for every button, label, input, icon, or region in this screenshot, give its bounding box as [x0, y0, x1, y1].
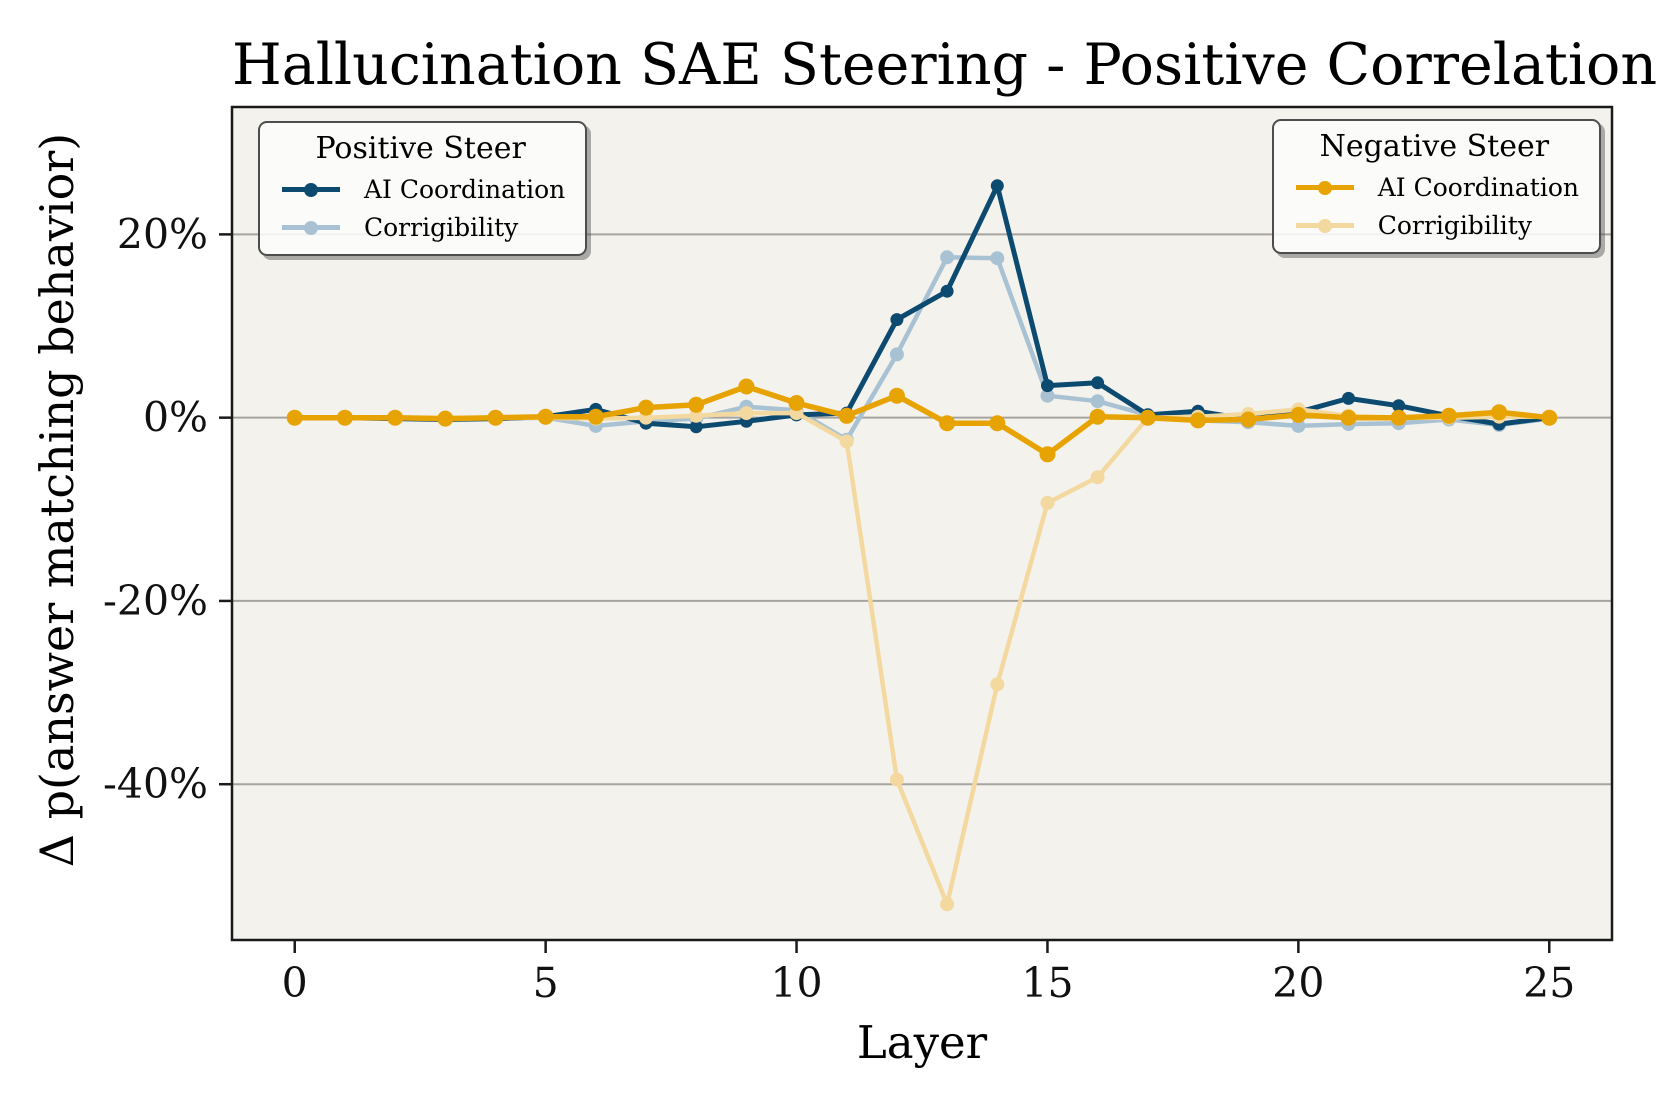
- x-tick-label: 0: [282, 959, 308, 1007]
- data-point-neg-ai-layer-23: [1440, 407, 1457, 424]
- data-point-neg-ai-layer-2: [387, 409, 404, 426]
- data-point-neg-ai-layer-0: [286, 409, 303, 426]
- data-point-neg-ai-layer-12: [888, 387, 905, 404]
- legend-title: Negative Steer: [1319, 129, 1550, 164]
- data-point-pos-ai-layer-16: [1091, 376, 1105, 390]
- data-point-neg-ai-layer-25: [1541, 409, 1558, 426]
- legend-marker-dot: [1317, 218, 1332, 233]
- data-point-neg-ai-layer-21: [1340, 409, 1357, 426]
- data-point-neg-corr-layer-8: [689, 408, 704, 423]
- data-point-neg-corr-layer-14: [990, 677, 1005, 692]
- x-tick-label: 20: [1272, 959, 1324, 1007]
- data-point-neg-ai-layer-18: [1190, 412, 1206, 429]
- data-point-pos-corr-layer-20: [1291, 418, 1306, 433]
- legend-item: Corrigibility: [1290, 211, 1579, 240]
- data-point-neg-ai-layer-6: [587, 408, 604, 425]
- legend-line-swatch: [1295, 218, 1354, 233]
- y-tick-label: 0%: [143, 394, 208, 442]
- legend-marker-dot: [304, 182, 318, 197]
- data-point-neg-corr-layer-11: [839, 434, 854, 449]
- legend-marker-dot: [304, 220, 318, 235]
- data-point-neg-ai-layer-7: [638, 399, 654, 416]
- data-point-neg-ai-layer-24: [1491, 404, 1508, 421]
- legend-line-swatch: [1295, 180, 1354, 195]
- legend-marker-dot: [1317, 180, 1332, 195]
- data-point-pos-ai-layer-13: [940, 284, 954, 298]
- data-point-neg-ai-layer-15: [1039, 446, 1056, 463]
- x-tick-label: 25: [1523, 959, 1575, 1007]
- legend-positive-steer: Positive Steer AI Coordination Corrigibili…: [258, 121, 588, 256]
- axes-spines: [230, 105, 1614, 942]
- legend-item-label: Corrigibility: [364, 213, 519, 242]
- data-point-neg-corr-layer-12: [889, 772, 904, 787]
- data-point-pos-ai-layer-8: [689, 420, 703, 434]
- y-tick-label: 20%: [117, 210, 208, 258]
- data-point-pos-ai-layer-14: [990, 179, 1004, 193]
- data-point-neg-corr-layer-9: [739, 406, 754, 421]
- data-point-neg-ai-layer-13: [939, 415, 956, 432]
- x-axis-label: Layer: [856, 1016, 988, 1069]
- data-point-neg-ai-layer-20: [1290, 406, 1307, 423]
- data-point-neg-ai-layer-11: [838, 407, 855, 424]
- data-point-neg-ai-layer-4: [487, 409, 504, 426]
- data-point-pos-corr-layer-15: [1040, 388, 1055, 403]
- y-tick-label: -40%: [103, 760, 208, 808]
- data-point-pos-ai-layer-12: [890, 313, 904, 327]
- legend-item: AI Coordination: [1290, 173, 1579, 202]
- x-tick-label: 5: [533, 959, 559, 1007]
- data-point-neg-ai-layer-22: [1390, 409, 1407, 426]
- series-line-neg-ai: [291, 383, 1553, 458]
- data-point-neg-ai-layer-16: [1089, 408, 1106, 425]
- data-point-neg-ai-layer-17: [1139, 409, 1156, 426]
- chart-title: Hallucination SAE Steering - Positive Co…: [232, 32, 1658, 98]
- x-tick-label: 15: [1021, 959, 1073, 1007]
- data-point-neg-ai-layer-10: [788, 395, 805, 411]
- legend-line-swatch: [282, 220, 340, 235]
- data-point-neg-corr-layer-15: [1040, 495, 1055, 510]
- data-point-neg-ai-layer-14: [989, 415, 1006, 432]
- legend-line-swatch: [282, 182, 340, 197]
- legend-item: Corrigibility: [276, 213, 565, 242]
- data-point-pos-corr-layer-13: [940, 250, 955, 265]
- data-point-pos-corr-layer-12: [889, 347, 904, 362]
- data-point-neg-corr-layer-16: [1090, 470, 1105, 485]
- data-point-pos-ai-layer-21: [1342, 391, 1355, 405]
- legend-item: AI Coordination: [276, 175, 565, 204]
- data-point-neg-ai-layer-1: [336, 409, 353, 426]
- legend-title: Positive Steer: [315, 131, 526, 166]
- legend-item-label: AI Coordination: [1377, 173, 1579, 202]
- data-point-pos-corr-layer-14: [990, 251, 1005, 266]
- data-point-neg-ai-layer-19: [1240, 411, 1257, 428]
- legend-item-label: Corrigibility: [1377, 211, 1532, 240]
- data-point-neg-ai-layer-5: [537, 408, 554, 425]
- data-point-pos-ai-layer-15: [1041, 379, 1054, 393]
- legend-item-label: AI Coordination: [364, 175, 566, 204]
- data-point-neg-ai-layer-3: [437, 410, 454, 427]
- data-point-neg-ai-layer-9: [738, 378, 755, 395]
- data-point-pos-ai-layer-22: [1392, 399, 1406, 413]
- series-neg-ai: [286, 378, 1558, 463]
- x-tick-label: 10: [770, 959, 822, 1007]
- data-point-pos-corr-layer-16: [1090, 394, 1105, 409]
- legend-negative-steer: Negative Steer AI Coordination Corrigibili…: [1271, 119, 1601, 254]
- y-tick-label: -20%: [103, 577, 208, 625]
- data-point-neg-corr-layer-13: [940, 897, 955, 912]
- data-point-neg-ai-layer-8: [688, 396, 705, 413]
